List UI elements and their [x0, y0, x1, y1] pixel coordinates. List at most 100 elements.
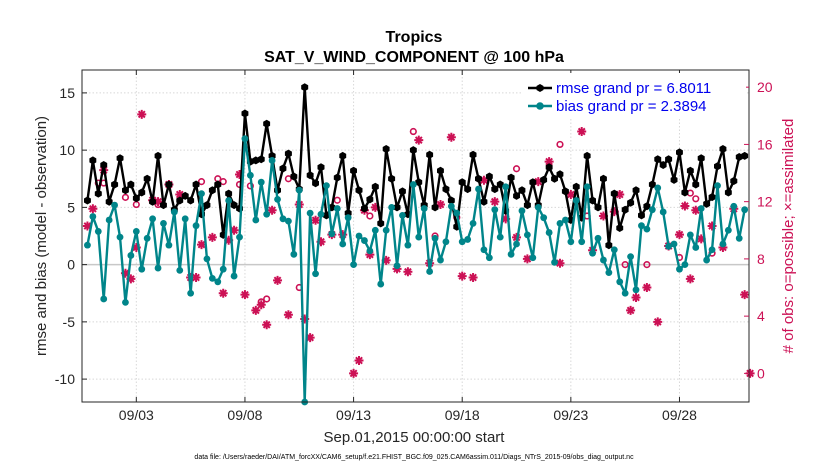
rmse-point [263, 119, 271, 128]
bias-point [627, 253, 634, 261]
rmse-point [610, 189, 618, 198]
rmse-point [600, 174, 607, 183]
rmse-point [437, 166, 444, 175]
rmse-point [116, 154, 124, 163]
y-tick-label: 5 [67, 199, 75, 215]
bias-point [567, 238, 575, 246]
axis-ticks: 09/03 09/08 09/13 09/18 09/23 09/28 -10 -5 0 5 10 1… [55, 70, 773, 423]
rmse-point [323, 211, 330, 220]
legend-label-rmse: rmse grand pr = 6.8011 [556, 80, 711, 97]
rmse-point [714, 162, 721, 171]
bias-point [312, 270, 319, 278]
bias-point [659, 208, 667, 216]
rmse-point [670, 175, 678, 184]
obs-assimilated-point [435, 200, 445, 210]
bias-point [540, 214, 548, 222]
rmse-point [214, 180, 222, 189]
bias-point [176, 266, 184, 274]
legend-box [522, 73, 746, 117]
bias-point [333, 205, 341, 212]
bias-point [551, 258, 558, 266]
x-tick-label: 09/03 [119, 407, 154, 423]
obs-assimilated-point [740, 290, 750, 300]
rmse-point [355, 186, 363, 195]
bias-point [268, 157, 276, 164]
obs-possible-point [692, 195, 700, 203]
obs-assimilated-point [707, 221, 717, 231]
rmse-point [507, 173, 515, 182]
obs-assimilated-point [300, 314, 310, 324]
rmse-point [160, 201, 167, 210]
data-file-footnote: data file: /Users/raeder/DAI/ATM_forcXX/… [194, 454, 634, 461]
rmse-point [89, 156, 97, 165]
bias-point [724, 226, 732, 234]
rmse-point [469, 150, 477, 159]
obs-assimilated-point [240, 290, 250, 300]
rmse-point [257, 155, 265, 164]
rmse-point [681, 188, 689, 197]
bias-point [594, 234, 602, 242]
bias-point [344, 214, 352, 222]
bias-point [708, 246, 716, 254]
rmse-point [735, 153, 743, 161]
bias-point [198, 190, 205, 198]
rmse-point [377, 219, 385, 228]
rmse-point [540, 175, 548, 184]
obs-assimilated-point [533, 177, 543, 187]
obs-assimilated-point [131, 242, 141, 252]
y2-tick-label: 8 [757, 251, 765, 267]
rmse-point [208, 186, 216, 195]
bias-point [610, 246, 618, 254]
rmse-point [361, 204, 368, 213]
obs-assimilated-point [501, 214, 511, 224]
obs-assimilated-point [457, 271, 467, 281]
bias-point [741, 206, 749, 214]
obs-assimilated-point [153, 197, 163, 207]
bias-point [116, 233, 124, 241]
obs-assimilated-point [283, 310, 293, 320]
y-tick-label: -5 [63, 314, 76, 330]
y2-tick-label: 4 [757, 308, 765, 324]
rmse-point [589, 196, 596, 205]
bias-point [279, 215, 287, 223]
chart-subtitle: SAT_V_WIND_COMPONENT @ 100 hPa [264, 49, 564, 66]
obs-assimilated-point [207, 232, 217, 242]
obs-assimilated-point [653, 317, 663, 327]
bias-point [377, 280, 385, 288]
bias-point [285, 217, 292, 225]
bias-point [323, 182, 330, 190]
y2-axis-label: # of obs: o=possible; ×=assimilated [780, 119, 797, 354]
bias-point [616, 278, 624, 286]
rmse-point [545, 163, 553, 172]
rmse-point [371, 182, 379, 191]
rmse-point [665, 155, 673, 164]
rmse-point [643, 202, 651, 211]
bias-point [409, 181, 417, 188]
rmse-point [279, 164, 287, 173]
x-tick-label: 09/23 [553, 407, 588, 423]
bias-point [290, 250, 298, 258]
obs-assimilated-point [224, 235, 234, 245]
bias-point [214, 278, 222, 286]
bias-point [208, 274, 216, 282]
rmse-point [518, 186, 526, 195]
rmse-point [290, 172, 298, 181]
bias-point [399, 211, 406, 219]
obs-assimilated-point [235, 169, 245, 179]
y-tick-label: -10 [55, 371, 75, 387]
bias-point [122, 299, 129, 306]
obs-possible-point [219, 178, 227, 186]
rmse-point [556, 170, 564, 179]
bias-point [648, 206, 656, 214]
obs-assimilated-point [446, 132, 456, 142]
y-tick-label: 0 [67, 257, 75, 273]
rmse-point [431, 203, 439, 212]
bias-point [105, 216, 113, 224]
x-tick-label: 09/28 [662, 407, 697, 423]
x-tick-label: 09/13 [336, 407, 371, 423]
rmse-point [312, 179, 319, 188]
bias-point [703, 256, 711, 264]
bias-point [388, 203, 396, 211]
bias-point [170, 208, 178, 216]
